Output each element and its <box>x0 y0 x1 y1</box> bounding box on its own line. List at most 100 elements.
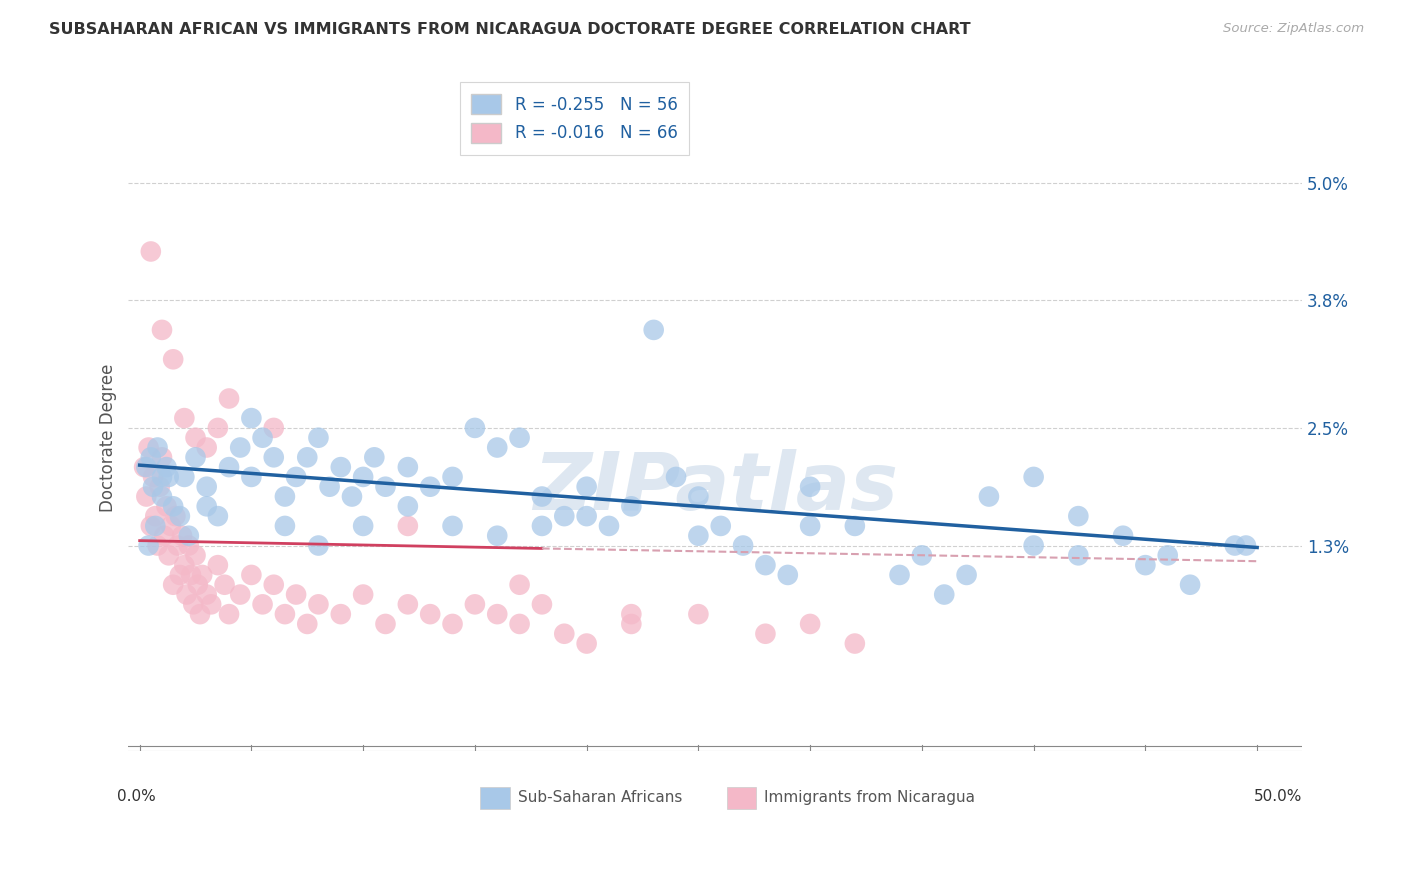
Point <box>195 441 218 455</box>
Point <box>396 460 419 475</box>
Point <box>307 598 329 612</box>
Point <box>844 519 866 533</box>
Point <box>486 441 509 455</box>
Point <box>274 607 297 622</box>
Point <box>187 578 209 592</box>
Point <box>180 568 202 582</box>
Point <box>150 323 173 337</box>
Point <box>441 616 464 631</box>
Point <box>754 558 776 573</box>
Point <box>139 519 162 533</box>
Point <box>214 578 236 592</box>
Point <box>229 441 252 455</box>
Point <box>173 558 195 573</box>
Point <box>620 616 643 631</box>
Point <box>419 607 441 622</box>
Point <box>955 568 977 582</box>
Point <box>153 529 176 543</box>
Point <box>177 539 200 553</box>
Point <box>307 431 329 445</box>
Point <box>139 244 162 259</box>
Point <box>285 588 308 602</box>
Point <box>191 568 214 582</box>
Point <box>340 490 363 504</box>
Point <box>169 568 191 582</box>
Point <box>240 470 263 484</box>
Point <box>297 450 319 465</box>
Point <box>396 519 419 533</box>
Point <box>138 441 160 455</box>
Point <box>509 616 531 631</box>
Legend: R = -0.255   N = 56, R = -0.016   N = 66: R = -0.255 N = 56, R = -0.016 N = 66 <box>460 82 689 154</box>
Point <box>169 509 191 524</box>
Point <box>207 421 229 435</box>
Point <box>464 421 486 435</box>
Point <box>486 607 509 622</box>
Point <box>688 490 710 504</box>
Point <box>441 470 464 484</box>
Point <box>486 529 509 543</box>
Point <box>218 392 240 406</box>
Point <box>252 598 274 612</box>
Point <box>1234 539 1257 553</box>
Point <box>195 480 218 494</box>
Point <box>1112 529 1135 543</box>
Point <box>575 636 598 650</box>
Point <box>181 598 204 612</box>
Point <box>575 480 598 494</box>
Point <box>934 588 956 602</box>
Point <box>1022 470 1045 484</box>
Point <box>263 421 285 435</box>
Text: SUBSAHARAN AFRICAN VS IMMIGRANTS FROM NICARAGUA DOCTORATE DEGREE CORRELATION CHA: SUBSAHARAN AFRICAN VS IMMIGRANTS FROM NI… <box>49 22 970 37</box>
Point <box>419 480 441 494</box>
Point <box>464 598 486 612</box>
Point <box>643 323 665 337</box>
Point <box>149 480 172 494</box>
Point <box>352 519 374 533</box>
Point <box>240 411 263 425</box>
Point <box>754 626 776 640</box>
Point <box>263 450 285 465</box>
Point <box>207 509 229 524</box>
Text: 0.0%: 0.0% <box>117 789 156 804</box>
Point <box>274 490 297 504</box>
Point <box>799 480 821 494</box>
Point <box>157 470 180 484</box>
Point <box>665 470 688 484</box>
Point <box>135 460 157 475</box>
Y-axis label: Doctorate Degree: Doctorate Degree <box>100 364 117 512</box>
Text: Immigrants from Nicaragua: Immigrants from Nicaragua <box>765 789 976 805</box>
Point <box>162 500 184 514</box>
Point <box>150 470 173 484</box>
Point <box>165 509 187 524</box>
Point <box>184 450 207 465</box>
Point <box>553 626 575 640</box>
Point <box>307 539 329 553</box>
Point <box>135 490 157 504</box>
Point <box>139 450 162 465</box>
Point <box>252 431 274 445</box>
Point <box>509 578 531 592</box>
Point <box>218 607 240 622</box>
Point <box>329 607 352 622</box>
Point <box>553 509 575 524</box>
Point <box>297 616 319 631</box>
Point <box>733 539 755 553</box>
Point <box>176 588 198 602</box>
Point <box>844 636 866 650</box>
Point <box>195 500 218 514</box>
Point <box>285 470 308 484</box>
Point <box>172 529 194 543</box>
Point <box>530 598 553 612</box>
Point <box>263 578 285 592</box>
Point <box>146 441 169 455</box>
Point <box>620 500 643 514</box>
Point <box>374 616 396 631</box>
Point <box>143 509 166 524</box>
Point <box>318 480 340 494</box>
Point <box>1067 509 1090 524</box>
Point <box>184 549 207 563</box>
Point <box>1157 549 1180 563</box>
Point <box>710 519 733 533</box>
Point <box>1223 539 1246 553</box>
